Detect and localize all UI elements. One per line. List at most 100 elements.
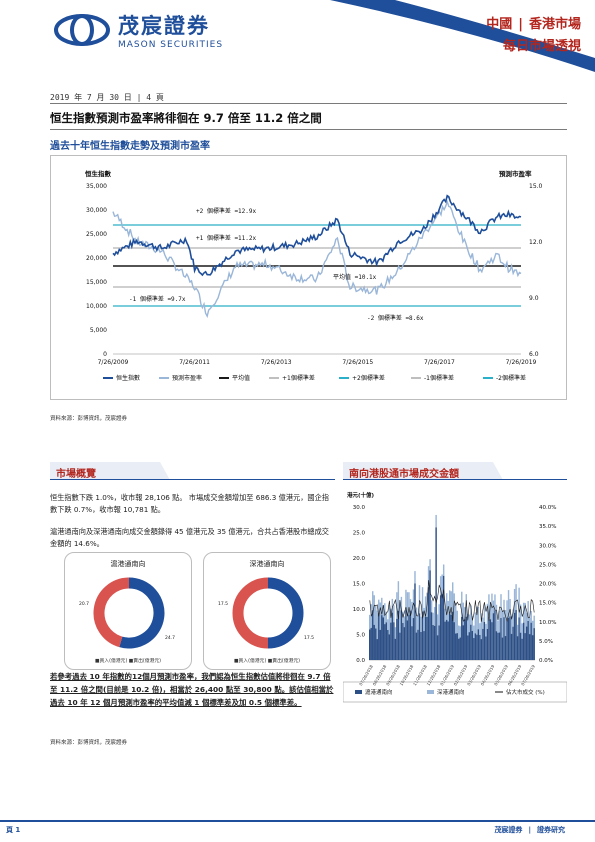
- south-bar-sz: [372, 591, 374, 611]
- south-bar-sz: [439, 576, 442, 596]
- annotation-minus2: -2 個標準差 =8.6x: [367, 314, 424, 322]
- south-bar-sh: [412, 618, 415, 660]
- south-bar-sh: [489, 619, 492, 660]
- south-bar-sh: [453, 622, 455, 660]
- south-bar-sh: [485, 636, 487, 660]
- south-bar-sz: [397, 581, 400, 611]
- south-left-tick: 0.0: [356, 658, 365, 664]
- south-bar-sz: [528, 617, 531, 635]
- south-right-tick: 10.0%: [539, 620, 556, 626]
- south-bar-sz: [411, 601, 413, 627]
- south-bar-sz: [477, 607, 480, 630]
- south-left-tick: 5.0: [356, 633, 365, 639]
- valuation-highlight-text: 若參考過去 10 年指數的12個月預測市盈率，我們認為恒生指數估值將徘徊在 9.…: [50, 672, 334, 707]
- south-left-tick: 10.0: [353, 607, 366, 613]
- x-tick-label: 7/26/2015: [342, 359, 373, 366]
- south-bar-sh: [455, 633, 457, 660]
- south-bar-sz: [441, 574, 443, 595]
- south-bar-sh: [471, 630, 474, 660]
- south-bar-sh: [421, 611, 424, 660]
- south-bar-sh: [528, 634, 531, 660]
- south-bar-sh: [506, 620, 508, 660]
- overview-para-2: 滬港通南向及深港通南向成交金額錄得 45 億港元及 35 億港元，合共占香港股市…: [50, 527, 329, 548]
- left-axis-title: 恒生指數: [85, 169, 112, 178]
- x-tick-label: 7/26/2019: [506, 359, 537, 366]
- south-bar-sh: [519, 632, 522, 660]
- south-bar-sh: [381, 615, 383, 660]
- south-right-tick: 20.0%: [539, 582, 556, 588]
- south-bar-sz: [369, 614, 371, 630]
- south-bar-sh: [531, 635, 534, 660]
- south-bar-sz: [430, 600, 433, 613]
- header-separator: |: [518, 17, 523, 32]
- hsi-pe-chart-svg: 恒生指數 預測市盈率 35,000 30,000 25,000 20,000 15,00…: [85, 169, 543, 382]
- south-bar-sz: [427, 566, 430, 588]
- south-bar-sh: [479, 635, 481, 660]
- south-bar-sh: [403, 627, 406, 660]
- south-bar-sz: [429, 559, 431, 571]
- south-bar-sh: [427, 587, 430, 660]
- right-tick-label: 9.0: [529, 295, 539, 302]
- south-bar-sz: [533, 615, 535, 629]
- south-bar-sh: [444, 621, 446, 660]
- title-rule: [50, 103, 567, 104]
- hsi-pe-chart: 恒生指數 預測市盈率 35,000 30,000 25,000 20,000 15,00…: [50, 155, 567, 400]
- south-bar-sz: [418, 585, 421, 614]
- south-bar-sz: [458, 625, 460, 639]
- south-bar-sh: [397, 610, 400, 660]
- south-bar-sz: [500, 594, 502, 619]
- south-bar-sh: [459, 637, 461, 660]
- annotation-minus1: -1 個標準差 =9.7x: [129, 295, 186, 303]
- logo-subtitle: MASON SECURITIES: [118, 40, 224, 50]
- south-bar-sz: [480, 613, 483, 640]
- south-bar-sh: [464, 619, 466, 660]
- south-bar-sz: [442, 564, 445, 576]
- south-bar-sh: [423, 631, 425, 660]
- south-bar-sh: [468, 632, 471, 660]
- south-bar-sh: [409, 610, 412, 660]
- south-bar-sh: [525, 626, 528, 660]
- legend-label: 平均值: [232, 374, 250, 382]
- south-bar-sz: [531, 620, 534, 636]
- south-bar-sz: [394, 627, 397, 639]
- south-bar-sz: [501, 611, 504, 638]
- south-left-tick: 15.0: [353, 582, 366, 588]
- pie-title: 深港通南向: [249, 560, 285, 568]
- south-left-tick: 20.0: [353, 556, 366, 562]
- x-tick-label: 7/26/2009: [98, 359, 129, 366]
- south-left-title: 港元(十億): [347, 491, 375, 499]
- south-bar-sh: [448, 613, 451, 660]
- south-bar-sh: [470, 624, 472, 660]
- south-bar-sz: [479, 623, 481, 636]
- south-bar-sh: [486, 628, 489, 660]
- tab-market-overview: 市場概覽: [50, 462, 335, 480]
- south-bar-sh: [388, 634, 391, 660]
- south-bar-sz: [435, 514, 437, 528]
- south-bar-sh: [500, 618, 502, 660]
- right-tick-label: 15.0: [529, 183, 543, 190]
- section-title-chart: 過去十年恒生指數走勢及預測市盈率: [50, 141, 210, 152]
- south-bar-sz: [485, 623, 487, 637]
- south-bar-sz: [447, 600, 449, 622]
- south-bar-sh: [456, 633, 458, 660]
- south-bar-sh: [515, 610, 517, 660]
- south-bar-sz: [495, 604, 498, 632]
- legend-label: +1個標準差: [282, 374, 315, 382]
- south-bar-sh: [462, 625, 464, 660]
- south-bar-sh: [510, 633, 513, 660]
- south-legend-box: [343, 681, 567, 703]
- x-tick-label: 7/26/2017: [424, 359, 455, 366]
- south-bar-sh: [480, 639, 483, 660]
- south-bar-sz: [494, 594, 496, 611]
- pie-buy-value: 17.5: [218, 601, 228, 607]
- south-legend-sh: 滬港通南向: [365, 688, 393, 696]
- south-bar-sh: [393, 622, 395, 660]
- valuation-highlight: 若參考過去 10 年指數的12個月預測市盈率，我們認為恒生指數估值將徘徊在 9.…: [50, 670, 335, 709]
- annotation-plus1: +1 個標準差 =11.2x: [196, 234, 257, 242]
- south-bar-sz: [414, 571, 416, 584]
- south-bar-sz: [403, 616, 406, 628]
- header-market: 香港市場: [528, 17, 581, 32]
- left-tick-label: 35,000: [86, 183, 107, 190]
- south-bar-sh: [436, 635, 439, 660]
- south-bar-sh: [491, 622, 493, 660]
